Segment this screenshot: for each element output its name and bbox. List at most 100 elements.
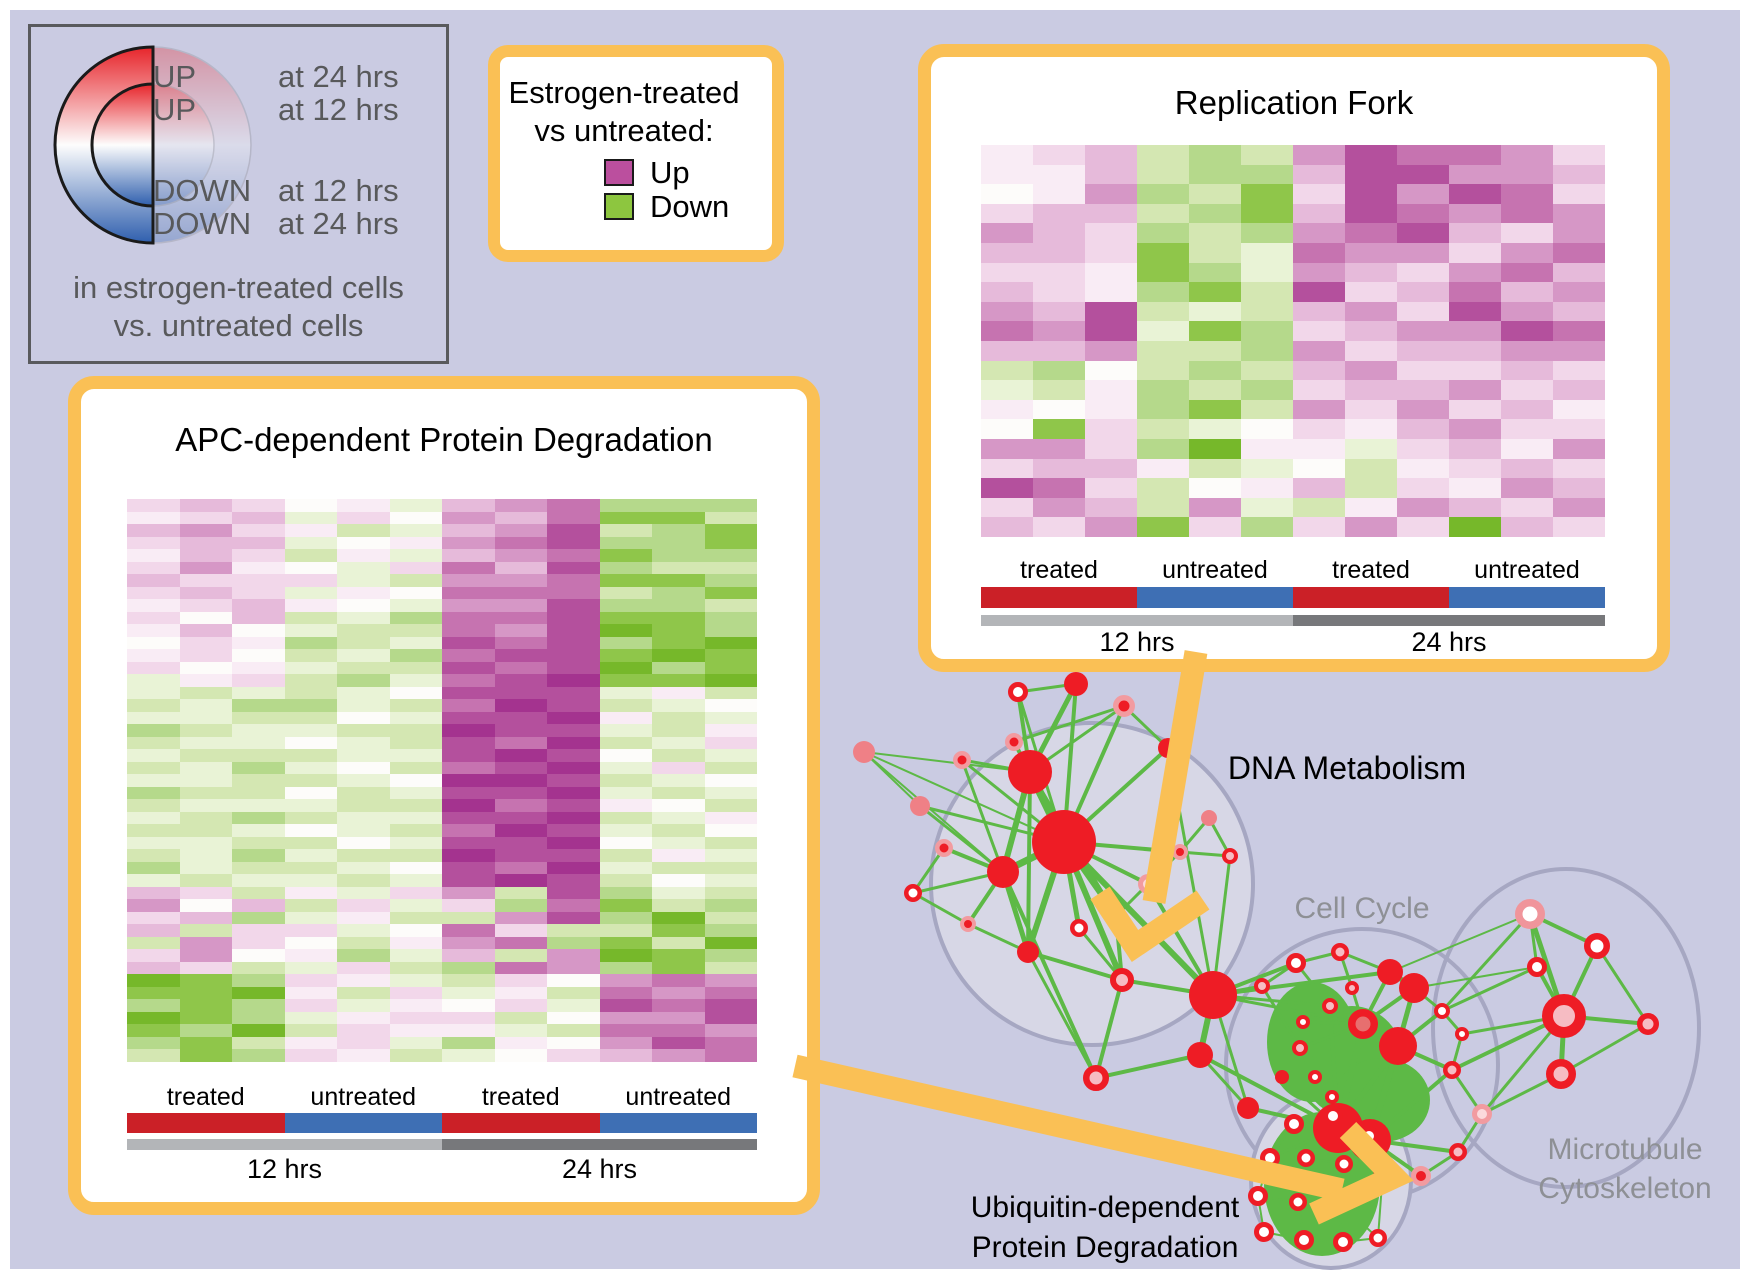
heatmap-cell xyxy=(127,574,180,587)
heatmap-cell xyxy=(704,936,757,950)
heatmap-cell xyxy=(599,811,652,825)
heatmap-cell xyxy=(1241,145,1293,165)
heatmap-cell xyxy=(337,749,390,762)
heatmap-cell xyxy=(494,936,547,950)
heatmap-cell xyxy=(494,1036,547,1050)
heatmap-cell xyxy=(547,736,600,750)
heatmap-cell xyxy=(232,824,285,837)
heatmap-cell xyxy=(704,1049,757,1062)
heatmap-cell xyxy=(1137,419,1189,439)
rf-24hrs-label: 24 hrs xyxy=(1411,627,1487,657)
heatmap-cell xyxy=(337,949,390,962)
heatmap-cell xyxy=(179,886,232,900)
heatmap-cell xyxy=(389,1011,442,1025)
heatmap-cell xyxy=(704,999,757,1012)
heatmap-cell xyxy=(1085,164,1137,185)
heatmap-cell xyxy=(1501,478,1553,498)
heatmap-cell xyxy=(1397,458,1449,479)
heatmap-cell xyxy=(442,736,495,750)
heatmap-cell xyxy=(547,874,600,887)
heatmap-cell xyxy=(1189,243,1241,263)
up-label: Up xyxy=(650,155,690,190)
heatmap-cell xyxy=(442,549,495,562)
heatmap-cell xyxy=(232,536,285,550)
heatmap-cell xyxy=(284,599,337,612)
heatmap-cell xyxy=(442,649,495,662)
heatmap-cell xyxy=(1085,399,1137,420)
heatmap-cell xyxy=(1293,497,1345,518)
heatmap-cell xyxy=(389,886,442,900)
heatmap-cell xyxy=(232,699,285,712)
heatmap-cell xyxy=(547,711,600,725)
heatmap-cell xyxy=(1345,243,1397,263)
heatmap-cell xyxy=(494,974,547,987)
dial-caption-line1: in estrogen-treated cells xyxy=(73,270,404,305)
heatmap-cell xyxy=(1449,203,1501,224)
heatmap-cell xyxy=(127,799,180,812)
heatmap-cell xyxy=(652,1036,705,1050)
dial-up-12-label: UP xyxy=(153,92,197,127)
heatmap-cell xyxy=(284,949,337,962)
heatmap-cell xyxy=(1449,341,1501,361)
heatmap-cell xyxy=(1449,419,1501,439)
heatmap-cell xyxy=(1293,517,1345,537)
heatmap-cell xyxy=(652,761,705,775)
heatmap-cell xyxy=(1345,399,1397,420)
heatmap-cell xyxy=(494,949,547,962)
apc-panel-title: APC-dependent Protein Degradation xyxy=(175,421,713,458)
heatmap-cell xyxy=(704,924,757,937)
heatmap-cell xyxy=(652,674,705,687)
heatmap-cell xyxy=(1293,458,1345,479)
heatmap-cell xyxy=(599,761,652,775)
heatmap-cell xyxy=(389,811,442,825)
heatmap-cell xyxy=(494,786,547,800)
rf-untreated-bar-12 xyxy=(1137,587,1293,608)
heatmap-cell xyxy=(337,986,390,1000)
heatmap-cell xyxy=(599,711,652,725)
heatmap-cell xyxy=(494,599,547,612)
heatmap-cell xyxy=(981,184,1033,204)
heatmap-cell xyxy=(1397,223,1449,243)
heatmap-cell xyxy=(652,799,705,812)
heatmap-cell xyxy=(652,1049,705,1062)
heatmap-cell xyxy=(442,861,495,875)
heatmap-cell xyxy=(389,549,442,562)
heatmap-cell xyxy=(442,499,495,512)
heatmap-cell xyxy=(547,1024,600,1037)
heatmap-cell xyxy=(179,511,232,525)
heatmap-cell xyxy=(1345,164,1397,185)
heatmap-cell xyxy=(1553,184,1605,204)
heatmap-cell xyxy=(1137,517,1189,537)
heatmap-cell xyxy=(704,611,757,625)
heatmap-cell xyxy=(1345,145,1397,165)
heatmap-cell xyxy=(232,861,285,875)
heatmap-cell xyxy=(547,549,600,562)
heatmap-cell xyxy=(127,1049,180,1062)
heatmap-cell xyxy=(389,511,442,525)
heatmap-cell xyxy=(232,736,285,750)
heatmap-cell xyxy=(704,711,757,725)
heatmap-cell xyxy=(1553,262,1605,283)
heatmap-cell xyxy=(179,574,232,587)
heatmap-cell xyxy=(232,786,285,800)
heatmap-cell xyxy=(704,961,757,975)
heatmap-cell xyxy=(284,661,337,675)
heatmap-cell xyxy=(599,724,652,737)
heatmap-cell xyxy=(284,1024,337,1037)
heatmap-cell xyxy=(1345,439,1397,459)
heatmap-cell xyxy=(442,574,495,587)
heatmap-cell xyxy=(1449,380,1501,400)
heatmap-cell xyxy=(232,561,285,575)
heatmap-cell xyxy=(652,599,705,612)
heatmap-cell xyxy=(179,936,232,950)
heatmap-cell xyxy=(547,586,600,600)
heatmap-cell xyxy=(1397,419,1449,439)
heatmap-cell xyxy=(127,849,180,862)
heatmap-cell xyxy=(1293,478,1345,498)
heatmap-cell xyxy=(1553,439,1605,459)
heatmap-cell xyxy=(389,824,442,837)
heatmap-cell xyxy=(547,524,600,537)
heatmap-cell xyxy=(442,524,495,537)
heatmap-cell xyxy=(389,586,442,600)
heatmap-cell xyxy=(284,849,337,862)
